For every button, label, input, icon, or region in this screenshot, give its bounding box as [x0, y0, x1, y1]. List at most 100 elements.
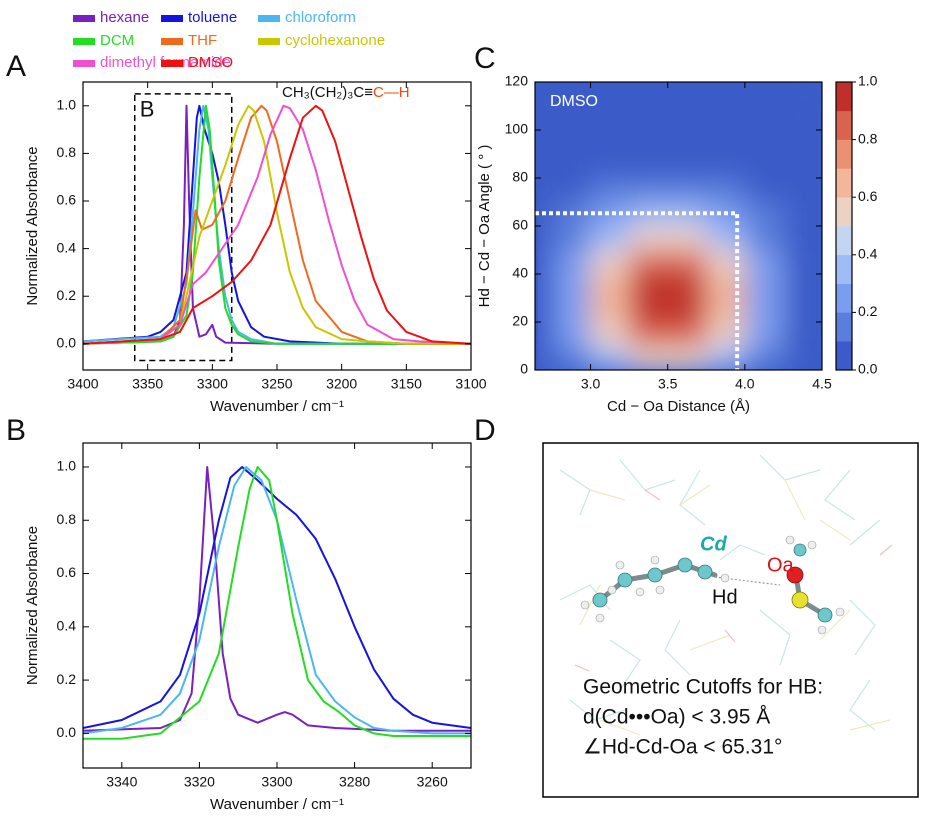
- legend-label: chloroform: [285, 9, 356, 26]
- heatmap-cell: [667, 250, 707, 275]
- heatmap-cell: [667, 154, 707, 179]
- heatmap-cell: [783, 130, 822, 155]
- heatmap-cell: [629, 250, 669, 275]
- colorbar-step: [836, 110, 852, 140]
- legend-swatch: [161, 15, 183, 22]
- spectrum-line: [83, 104, 471, 345]
- panel-tag: DMSO: [550, 93, 598, 110]
- heatmap-cell: [590, 298, 630, 323]
- y-tick-label: 0.2: [57, 287, 77, 303]
- y-tick-label: 0: [520, 361, 528, 377]
- legend-swatch: [73, 38, 95, 45]
- heatmap-cell: [629, 106, 669, 131]
- heatmap-cell: [744, 346, 784, 370]
- heatmap-cell: [744, 298, 784, 323]
- panel-label: B: [6, 414, 26, 447]
- heatmap-cell: [551, 346, 592, 370]
- heatmap-cell: [667, 106, 707, 131]
- heatmap-cell: [590, 154, 630, 179]
- heatmap-cell: [629, 154, 669, 179]
- plot-area: [83, 466, 471, 740]
- heatmap-cell: [783, 274, 822, 299]
- colorbar-step: [836, 168, 852, 198]
- colorbar-tick-label: 0.0: [858, 361, 878, 377]
- heatmap-cell: [590, 322, 630, 347]
- heatmap-cell: [744, 322, 784, 347]
- heatmap-cell: [629, 178, 669, 203]
- colorbar-step: [836, 197, 852, 227]
- heatmap-cell: [706, 106, 746, 131]
- heatmap-cell: [551, 106, 592, 131]
- x-tick-label: 4.5: [812, 376, 832, 392]
- legend-swatch: [258, 38, 280, 45]
- y-tick-label: 0.0: [57, 724, 77, 740]
- heatmap-cell: [783, 226, 822, 251]
- heatmap-cell: [744, 226, 784, 251]
- colorbar-tick-label: 0.2: [858, 303, 878, 319]
- panel-label: A: [6, 50, 26, 83]
- spectrum-line: [83, 104, 471, 345]
- heatmap-cell: [706, 82, 746, 107]
- spectrum-line: [83, 466, 471, 740]
- y-tick-label: 1.0: [57, 458, 77, 474]
- x-tick-label: 3260: [417, 774, 448, 790]
- y-tick-label: 0.4: [57, 618, 77, 634]
- y-axis-label: Normalized Absorbance: [24, 526, 41, 685]
- heatmap-cell: [667, 178, 707, 203]
- x-tick-label: 3.5: [658, 376, 678, 392]
- y-tick-label: 20: [512, 313, 528, 329]
- x-tick-label: 3320: [184, 774, 215, 790]
- colorbar-tick-label: 0.8: [858, 130, 878, 146]
- heatmap-cell: [551, 130, 592, 155]
- heatmap-cell: [783, 106, 822, 131]
- heatmap-cell: [783, 202, 822, 227]
- heatmap-cell: [590, 130, 630, 155]
- heatmap-cell: [629, 274, 669, 299]
- heatmap-cell: [629, 82, 669, 107]
- heatmap-cell: [590, 226, 630, 251]
- heatmap-cell: [706, 226, 746, 251]
- heatmap-cell: [783, 322, 822, 347]
- colorbar-step: [836, 82, 852, 112]
- heatmap-cell: [706, 346, 746, 370]
- heatmap-cell: [744, 202, 784, 227]
- heatmap-cell: [667, 130, 707, 155]
- caption-line: d(Cd•••Oa) < 3.95 Å: [583, 706, 770, 729]
- spectrum-line: [83, 466, 471, 729]
- colorbar-step: [836, 312, 852, 342]
- legend-label: THF: [188, 32, 217, 49]
- heatmap-cell: [590, 202, 630, 227]
- heatmap-cell: [551, 154, 592, 179]
- heatmap-cell: [667, 82, 707, 107]
- spectrum-line: [83, 466, 471, 735]
- heatmap-cell: [706, 130, 746, 155]
- legend-label: DMSO: [188, 54, 233, 71]
- heatmap-cell: [551, 322, 592, 347]
- x-tick-label: 3340: [106, 774, 137, 790]
- colorbar-tick-label: 0.6: [858, 188, 878, 204]
- heatmap-cell: [783, 178, 822, 203]
- heatmap-cells: [551, 82, 822, 370]
- heatmap-cell: [706, 274, 746, 299]
- caption-line: Geometric Cutoffs for HB:: [583, 676, 823, 699]
- colorbar-step: [836, 254, 852, 284]
- heatmap-cell: [629, 346, 669, 370]
- heatmap-cell: [551, 274, 592, 299]
- zoom-box: [133, 93, 233, 362]
- heatmap-cell: [551, 250, 592, 275]
- heatmap-cell: [783, 82, 822, 107]
- heatmap-cell: [629, 322, 669, 347]
- x-tick-label: 3150: [391, 376, 422, 392]
- heatmap-cell: [590, 82, 630, 107]
- y-tick-label: 0.8: [57, 511, 77, 527]
- spectrum-line: [83, 104, 471, 345]
- x-tick-label: 3250: [261, 376, 292, 392]
- x-axis-label: Wavenumber / cm⁻¹: [210, 398, 344, 415]
- colorbar-step: [836, 226, 852, 256]
- plot-area: [535, 82, 822, 370]
- y-tick-label: 0.0: [57, 335, 77, 351]
- heatmap-cell: [706, 322, 746, 347]
- molecule-view: [542, 442, 919, 798]
- legend-label: cyclohexanone: [285, 32, 385, 49]
- x-axis-label: Wavenumber / cm⁻¹: [210, 796, 344, 813]
